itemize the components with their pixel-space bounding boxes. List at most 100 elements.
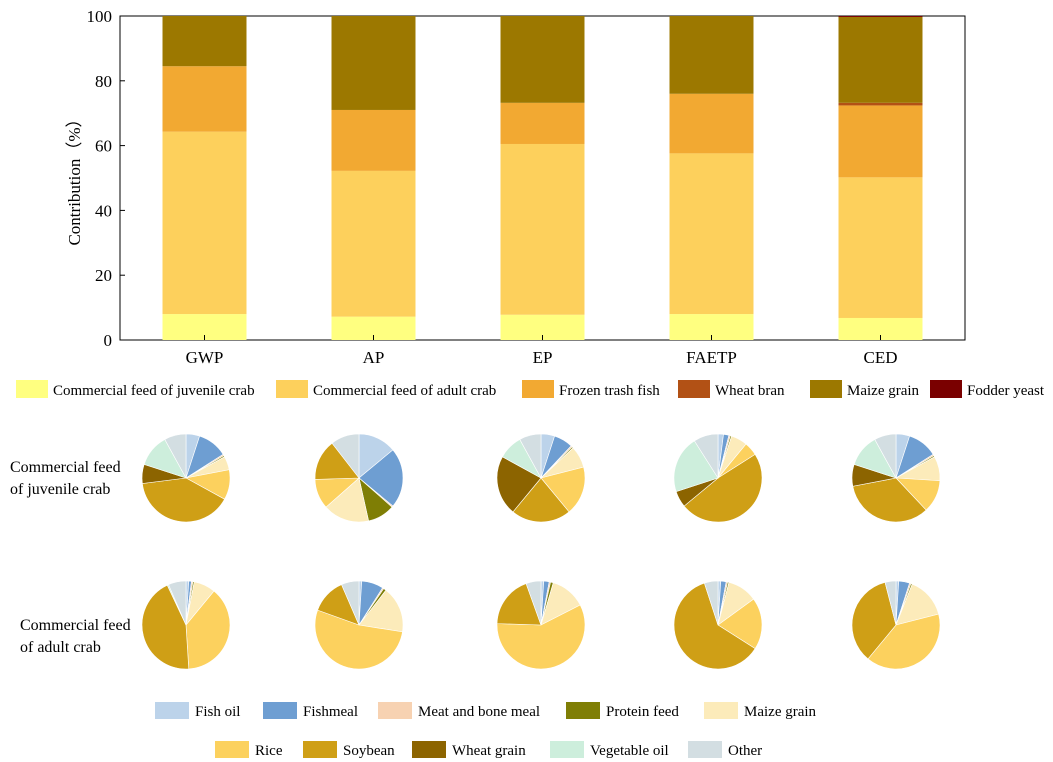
bar-segment-ap-commercial-feed-of-juvenile-crab (331, 316, 416, 340)
pie-slice-rice (314, 609, 403, 670)
bar-segment-gwp-commercial-feed-of-adult-crab (162, 131, 247, 315)
pie-legend-swatch-maize-grain (704, 702, 738, 719)
row-label-adult-line2: of adult crab (20, 639, 101, 656)
pie-slice-soybean (142, 477, 225, 523)
y-axis-title: Contribution（%） (65, 110, 84, 245)
pie-slice-rice (540, 466, 586, 513)
pie-slice-rice (185, 590, 231, 670)
y-axis: 0 20 40 60 80 100 (87, 7, 125, 350)
pie-legend-label-rice: Rice (255, 743, 283, 759)
pie-legend-label-maize-grain: Maize grain (744, 704, 817, 720)
x-axis: GWP AP EP FAETP CED (186, 335, 898, 367)
row-label-juvenile-line1: Commercial feed (10, 459, 121, 476)
pie-slice-soybean (852, 477, 927, 523)
legend-swatch-frozen-trash-fish (522, 380, 554, 398)
bar-segment-ap-frozen-trash-fish (331, 109, 416, 171)
pie-juvenile-ced (851, 433, 941, 523)
bar-segment-ep-maize-grain (500, 16, 585, 103)
pie-legend: Fish oil Fishmeal Meat and bone meal Protei… (155, 702, 817, 759)
pie-juvenile-ap (314, 433, 404, 523)
x-tick-label-faetp: FAETP (686, 348, 737, 367)
row-label-adult-line1: Commercial feed (20, 617, 131, 634)
pie-slice-other (519, 433, 542, 479)
pie-slice-soybean (683, 454, 763, 523)
pie-legend-label-other: Other (728, 743, 762, 759)
legend-swatch-wheat-bran (678, 380, 710, 398)
legend-label-fodder-yeast: Fodder yeast (967, 383, 1045, 399)
pie-slice-vegetable-oil (673, 440, 719, 492)
pie-slice-soybean (512, 477, 570, 523)
pie-slice-other (525, 580, 542, 626)
pie-adult-ced (851, 580, 941, 670)
row-label-juvenile-line2: of juvenile crab (10, 481, 110, 498)
pie-slice-other (168, 580, 187, 626)
legend-label-maize-grain: Maize grain (847, 383, 920, 399)
pie-slice-maize-grain (325, 477, 369, 523)
legend-label-frozen-trash-fish: Frozen trash fish (559, 383, 660, 399)
pie-slice-other (704, 580, 719, 626)
legend-swatch-fodder-yeast (930, 380, 962, 398)
pie-adult-gwp (141, 580, 231, 670)
legend-label-wheat-bran: Wheat bran (715, 383, 785, 399)
pie-slice-fishmeal (358, 449, 404, 507)
pie-legend-swatch-rice (215, 741, 249, 758)
pie-row-labels: Commercial feed of juvenile crab Commerc… (10, 459, 131, 656)
pie-slice-other (341, 580, 360, 626)
pie-slice-rice (717, 598, 763, 649)
bar-segment-faetp-commercial-feed-of-adult-crab (669, 153, 754, 315)
pie-legend-label-wheat-grain: Wheat grain (452, 743, 526, 759)
pie-legend-swatch-vegetable-oil (550, 741, 584, 758)
bar-segment-ap-maize-grain (331, 16, 416, 110)
pie-slice-soybean (496, 583, 542, 626)
x-tick-label-ap: AP (363, 348, 385, 367)
pie-slice-wheat-grain (496, 456, 542, 513)
legend-swatch-commercial-feed-of-adult-crab (276, 380, 308, 398)
pie-legend-label-fishmeal: Fishmeal (303, 704, 358, 720)
pie-slice-soybean (673, 582, 756, 670)
pie-slice-other (331, 433, 360, 479)
legend-swatch-maize-grain (810, 380, 842, 398)
pie-slice-soybean (851, 582, 897, 660)
pie-slice-other (884, 580, 897, 626)
bar-segment-ced-fodder-yeast (838, 16, 923, 17)
pie-legend-swatch-meat-and-bone-meal (378, 702, 412, 719)
bar-segment-ep-commercial-feed-of-adult-crab (500, 143, 585, 315)
pie-legend-label-protein-feed: Protein feed (606, 704, 679, 720)
legend-label-commercial-feed-of-adult-crab: Commercial feed of adult crab (313, 383, 496, 399)
pie-legend-swatch-soybean (303, 741, 337, 758)
pie-legend-swatch-protein-feed (566, 702, 600, 719)
pie-legend-label-meat-and-bone-meal: Meat and bone meal (418, 704, 540, 720)
pie-legend-swatch-other (688, 741, 722, 758)
pie-juvenile-ep (496, 433, 586, 523)
pie-legend-swatch-fish-oil (155, 702, 189, 719)
pie-adult-faetp (673, 580, 763, 670)
bar-segment-gwp-maize-grain (162, 16, 247, 67)
legend-label-commercial-feed-of-juvenile-crab: Commercial feed of juvenile crab (53, 383, 255, 399)
pie-legend-swatch-fishmeal (263, 702, 297, 719)
x-tick-label-ep: EP (533, 348, 553, 367)
x-tick-label-ced: CED (864, 348, 898, 367)
bar-layer (162, 16, 923, 340)
bar-segment-ep-frozen-trash-fish (500, 102, 585, 144)
bar-segment-ap-commercial-feed-of-adult-crab (331, 170, 416, 317)
pie-slice-other (694, 433, 719, 480)
x-tick-label-gwp: GWP (186, 348, 224, 367)
pie-juvenile-gwp (141, 433, 231, 523)
pie-juvenile-faetp (673, 433, 763, 523)
pie-slice-other (164, 433, 187, 479)
pie-slice-rice (496, 604, 586, 670)
pie-slice-maize-grain (358, 589, 404, 633)
pie-slice-other (874, 433, 897, 479)
pie-adult-ap (314, 580, 404, 670)
y-tick-label-40: 40 (95, 201, 112, 220)
pie-adult-ep (496, 580, 586, 670)
bar-legend: Commercial feed of juvenile crab Commerci… (16, 380, 1045, 399)
pie-legend-label-fish-oil: Fish oil (195, 704, 240, 720)
pie-legend-label-soybean: Soybean (343, 743, 395, 759)
bar-segment-faetp-frozen-trash-fish (669, 93, 754, 154)
bar-segment-ced-wheat-bran (838, 102, 923, 106)
y-tick-label-80: 80 (95, 72, 112, 91)
pie-legend-swatch-wheat-grain (412, 741, 446, 758)
bar-segment-gwp-frozen-trash-fish (162, 66, 247, 132)
